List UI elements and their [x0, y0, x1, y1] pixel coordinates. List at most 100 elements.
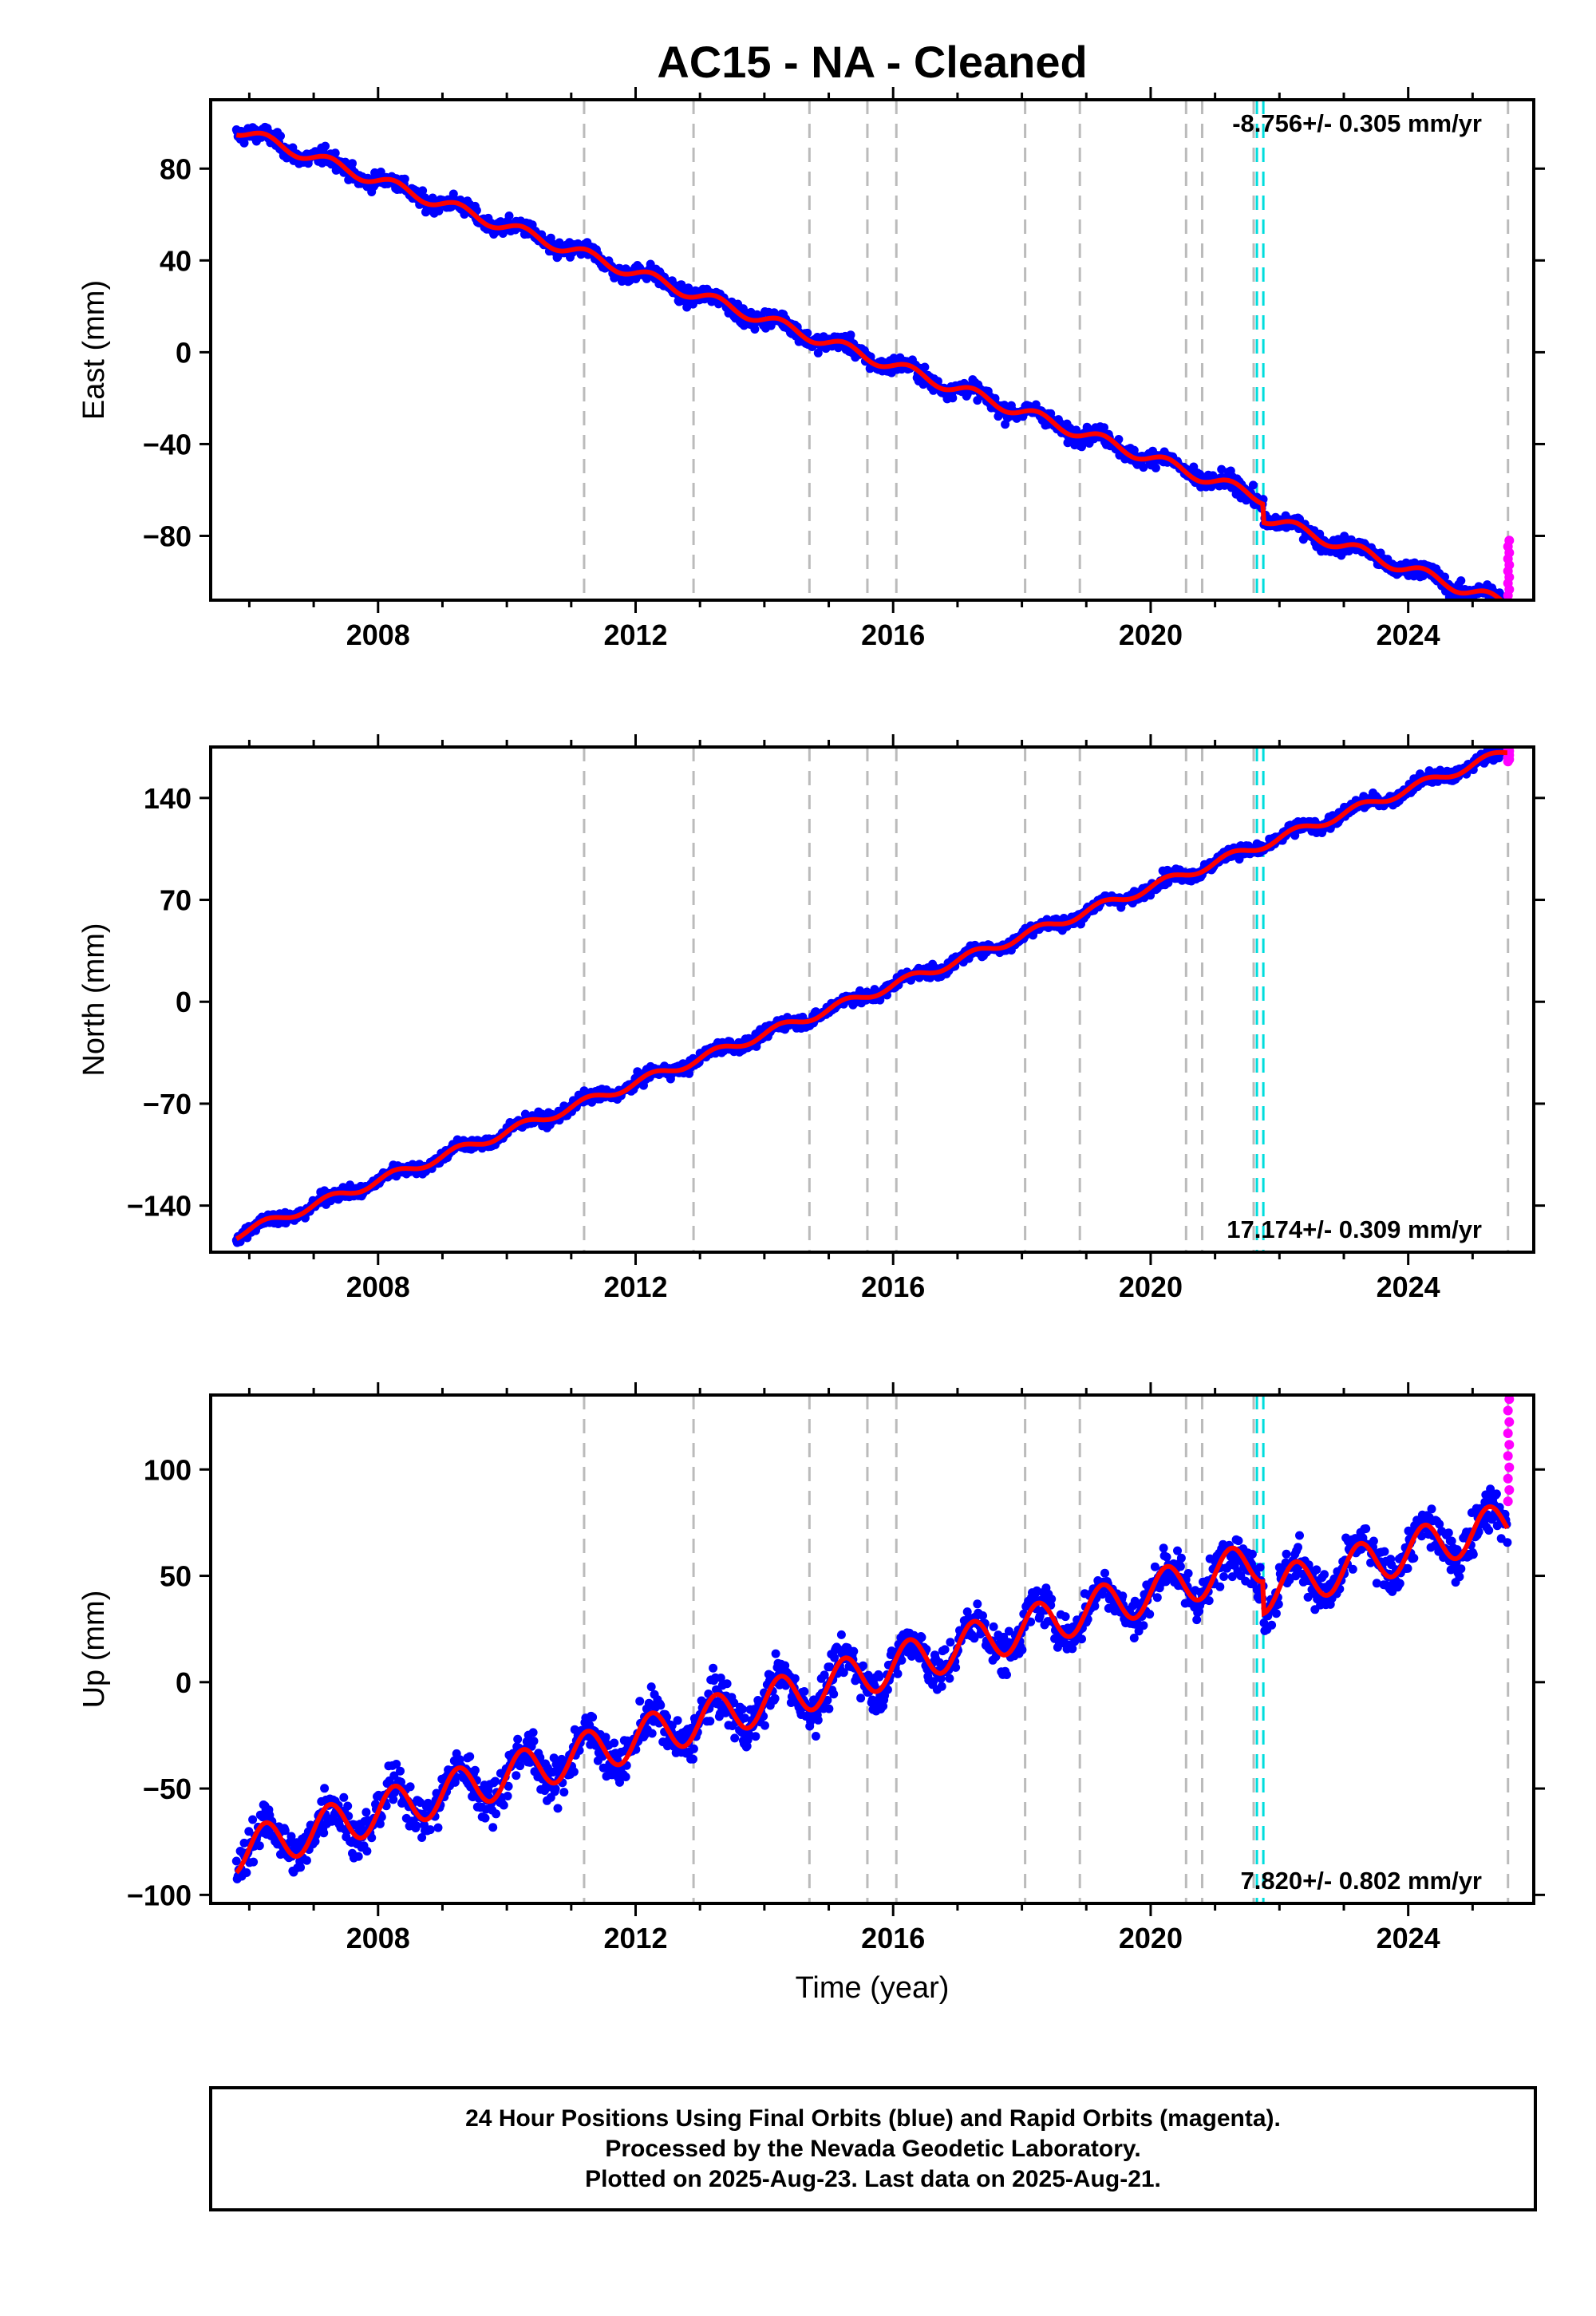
data-point — [465, 1752, 475, 1761]
data-point — [551, 1784, 560, 1793]
y-tick-label: 0 — [176, 986, 192, 1018]
data-point — [929, 1677, 938, 1686]
data-point — [1282, 1549, 1291, 1559]
data-point — [354, 1852, 363, 1861]
y-tick-label: 0 — [176, 336, 192, 369]
data-point — [528, 1728, 538, 1737]
x-tick-label: 2020 — [1119, 1271, 1183, 1303]
data-point — [1150, 1562, 1159, 1571]
data-point — [770, 1694, 780, 1703]
data-point — [362, 1847, 372, 1856]
data-point — [820, 1670, 829, 1680]
data-point — [1100, 423, 1108, 433]
data-point — [255, 1841, 264, 1851]
data-point — [936, 1674, 946, 1683]
data-point — [491, 1777, 500, 1786]
x-tick-label: 2016 — [861, 619, 925, 651]
data-point — [1061, 1612, 1070, 1622]
data-point — [242, 1868, 251, 1877]
data-point — [320, 1784, 330, 1793]
data-point — [412, 1821, 421, 1831]
data-point — [1152, 1593, 1162, 1603]
data-point — [737, 1705, 747, 1714]
data-point — [1139, 463, 1148, 472]
data-point — [512, 1771, 521, 1780]
data-point — [705, 1717, 715, 1726]
data-point — [392, 1760, 401, 1769]
data-point — [1255, 1563, 1265, 1572]
data-point — [1456, 576, 1466, 586]
data-point — [811, 1732, 820, 1741]
data-point — [790, 1674, 800, 1683]
data-point — [231, 1856, 241, 1866]
data-point — [434, 206, 444, 215]
plot-frame — [209, 98, 1535, 602]
data-point — [330, 148, 340, 158]
data-point — [689, 1744, 698, 1753]
x-tick-label: 2016 — [861, 1271, 925, 1303]
data-point — [499, 1800, 508, 1810]
data-point — [286, 1832, 296, 1841]
rapid-orbit-points — [1503, 536, 1515, 600]
x-tick-label: 2012 — [603, 619, 667, 651]
data-point — [1295, 1531, 1304, 1540]
data-point — [244, 1827, 254, 1836]
rate-label: 17.174+/- 0.309 mm/yr — [1227, 1215, 1482, 1243]
data-point — [1271, 1609, 1281, 1618]
data-point — [744, 1729, 753, 1738]
x-tick-label: 2024 — [1377, 1271, 1440, 1303]
data-point — [883, 1685, 892, 1694]
data-point — [1217, 464, 1227, 474]
data-point — [846, 330, 855, 340]
data-point — [321, 141, 330, 151]
data-point — [1175, 1562, 1185, 1571]
data-point — [348, 159, 357, 168]
data-point — [621, 1773, 630, 1781]
data-point — [1204, 1596, 1214, 1606]
data-point — [389, 1795, 398, 1804]
data-point — [823, 1695, 832, 1705]
data-point — [529, 1737, 539, 1746]
data-point — [367, 1833, 377, 1843]
y-tick-label: 40 — [160, 244, 192, 277]
data-point — [973, 1599, 982, 1609]
data-point — [569, 1767, 579, 1777]
data-point — [647, 1729, 657, 1738]
data-point — [945, 1674, 954, 1683]
data-point — [361, 1808, 371, 1817]
data-point — [830, 1653, 839, 1662]
data-point — [601, 1733, 610, 1742]
data-point — [1159, 1543, 1168, 1553]
data-point — [1361, 1524, 1371, 1533]
data-point — [503, 1792, 512, 1800]
data-point — [750, 325, 760, 334]
data-point — [740, 1713, 749, 1723]
data-point — [1312, 1565, 1321, 1575]
data-point — [405, 1782, 415, 1792]
data-point — [689, 1754, 697, 1764]
data-point — [1267, 1620, 1277, 1630]
data-point — [1031, 400, 1041, 409]
data-point — [339, 1792, 349, 1802]
data-point — [248, 1815, 258, 1824]
data-point — [635, 1697, 645, 1706]
data-point — [1219, 1572, 1229, 1581]
x-tick-label: 2012 — [603, 1271, 667, 1303]
data-point — [1017, 1645, 1027, 1654]
chart-title: AC15 - NA - Cleaned — [657, 37, 1087, 87]
data-point — [1002, 1670, 1011, 1679]
data-point — [875, 1672, 884, 1682]
data-point — [970, 1634, 979, 1643]
data-point — [917, 1633, 926, 1642]
data-point — [1290, 831, 1300, 840]
data-point — [375, 1819, 385, 1828]
y-tick-label: 70 — [160, 884, 192, 917]
data-point — [813, 1715, 823, 1725]
data-point — [920, 362, 930, 372]
data-point — [418, 186, 428, 196]
data-point — [492, 1809, 501, 1819]
y-tick-label: 80 — [160, 152, 192, 185]
data-point — [1294, 1543, 1302, 1552]
data-point — [940, 1645, 950, 1654]
